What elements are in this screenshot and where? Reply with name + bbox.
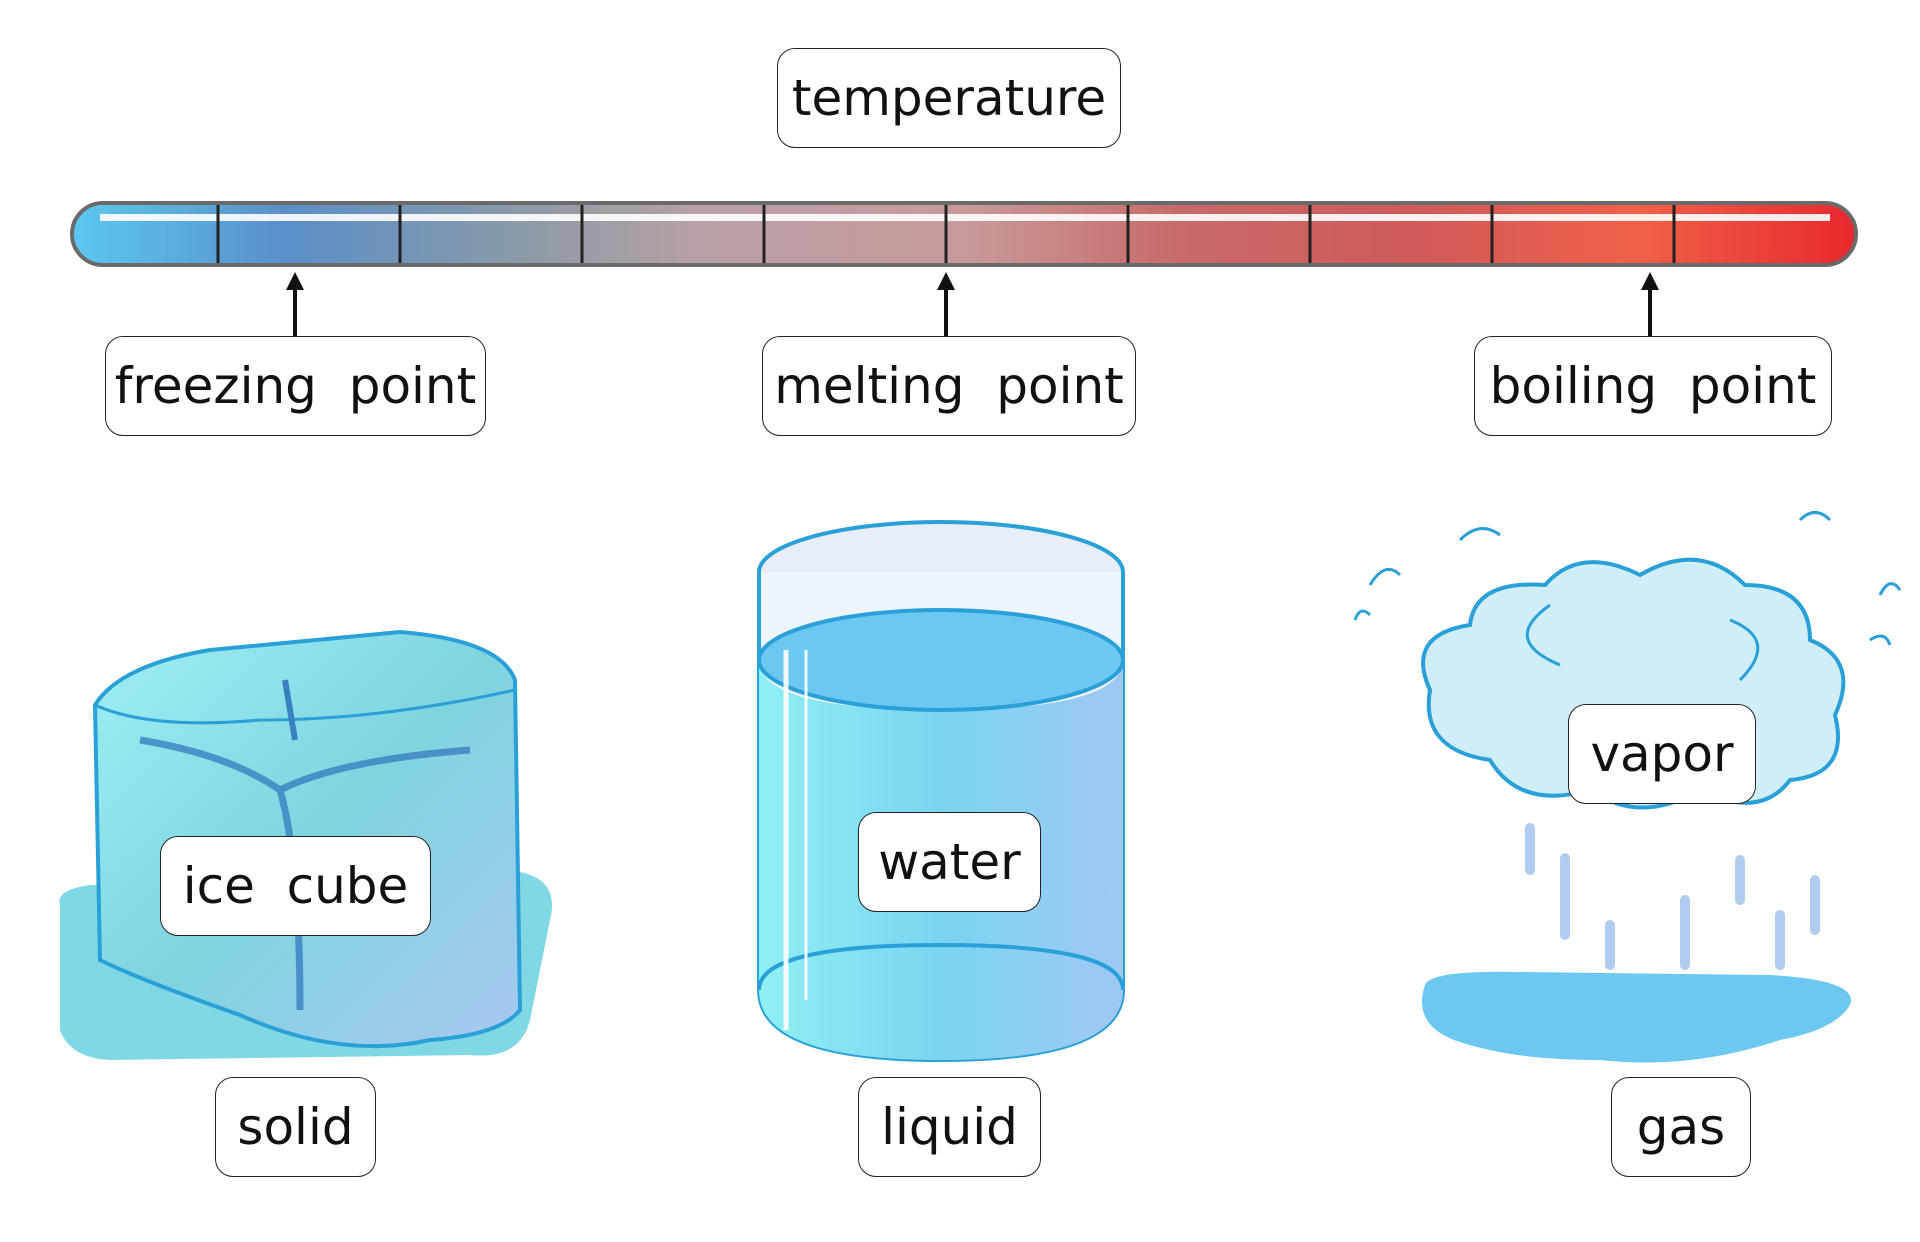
melting-point-label: melting point <box>762 336 1136 436</box>
vapor-label: vapor <box>1568 704 1756 804</box>
water-label: water <box>858 812 1041 912</box>
thermometer-bar <box>70 201 1858 267</box>
liquid-label: liquid <box>858 1077 1041 1177</box>
thermometer-ticks <box>216 205 1676 263</box>
ice-cube-label: ice cube <box>160 836 431 936</box>
freezing-point-label: freezing point <box>105 336 486 436</box>
boiling-point-label: boiling point <box>1474 336 1832 436</box>
solid-label: solid <box>215 1077 376 1177</box>
temperature-label: temperature <box>777 48 1121 148</box>
point-arrows <box>286 272 1659 336</box>
water-glass-icon <box>757 520 1125 1063</box>
gas-label: gas <box>1611 1077 1751 1177</box>
